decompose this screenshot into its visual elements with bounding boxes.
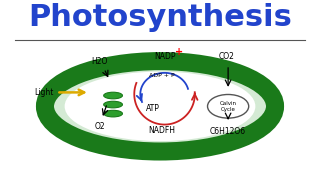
- Text: O2: O2: [94, 122, 105, 131]
- Circle shape: [208, 94, 249, 118]
- Text: Photosynthesis: Photosynthesis: [28, 3, 292, 32]
- Ellipse shape: [45, 61, 275, 152]
- Text: Calvin
Cycle: Calvin Cycle: [220, 101, 236, 112]
- Ellipse shape: [65, 71, 255, 141]
- Text: NADFH: NADFH: [148, 126, 175, 135]
- Text: Light: Light: [34, 88, 53, 97]
- Ellipse shape: [104, 110, 123, 117]
- Text: ADP + P: ADP + P: [149, 73, 174, 78]
- Text: NADP: NADP: [154, 52, 175, 61]
- Text: ATP: ATP: [146, 104, 159, 113]
- Text: +: +: [175, 47, 183, 57]
- Text: C6H12O6: C6H12O6: [210, 127, 246, 136]
- Ellipse shape: [104, 101, 123, 108]
- Text: CO2: CO2: [219, 52, 235, 61]
- Ellipse shape: [104, 92, 123, 99]
- Text: H2O: H2O: [91, 57, 108, 66]
